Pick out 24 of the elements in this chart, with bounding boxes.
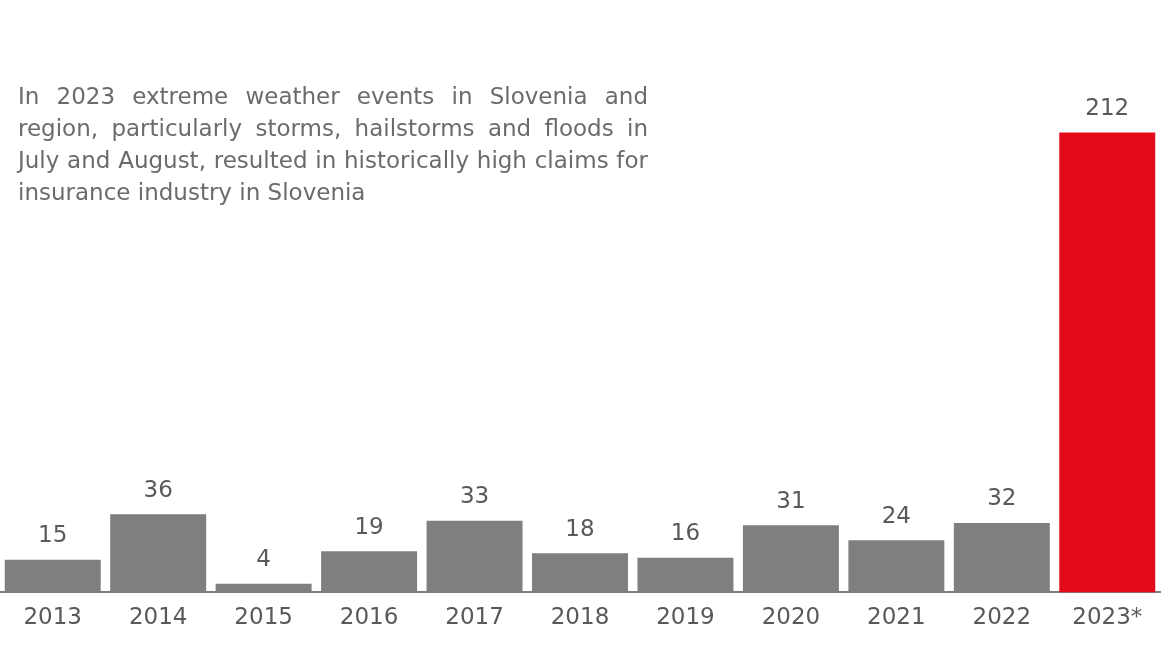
data-label: 16 (670, 519, 701, 546)
data-label: 24 (881, 501, 911, 528)
x-tick-label: 2021 (867, 603, 926, 630)
data-label: 4 (256, 545, 271, 572)
x-tick-label: 2015 (234, 603, 293, 630)
annotation: In 2023 extreme weather events in Slovenia and region, particularly storms, hailstorms and floods in July and August, resulted in historically high claims for insurance industry in Slovenia (18, 82, 648, 207)
x-tick-label: 2022 (972, 603, 1032, 630)
x-tick-label: 2014 (128, 603, 188, 630)
data-label: 33 (459, 482, 490, 509)
data-label: 212 (1085, 93, 1130, 120)
x-tick-label: 2013 (23, 603, 82, 630)
x-tick-label: 2016 (339, 603, 399, 630)
data-label: 31 (776, 486, 806, 513)
x-tick-label: 2017 (445, 603, 504, 630)
x-tick-label: 2023* (1072, 603, 1143, 630)
x-tick-label: 2020 (761, 603, 821, 630)
data-label: 36 (143, 475, 173, 502)
data-label: 15 (38, 521, 68, 548)
data-label: 18 (565, 514, 595, 541)
bar (1059, 132, 1156, 593)
data-label: 32 (987, 484, 1017, 511)
data-label: 19 (354, 512, 384, 539)
x-tick-label: 2018 (550, 603, 610, 630)
x-tick-label: 2019 (656, 603, 715, 630)
